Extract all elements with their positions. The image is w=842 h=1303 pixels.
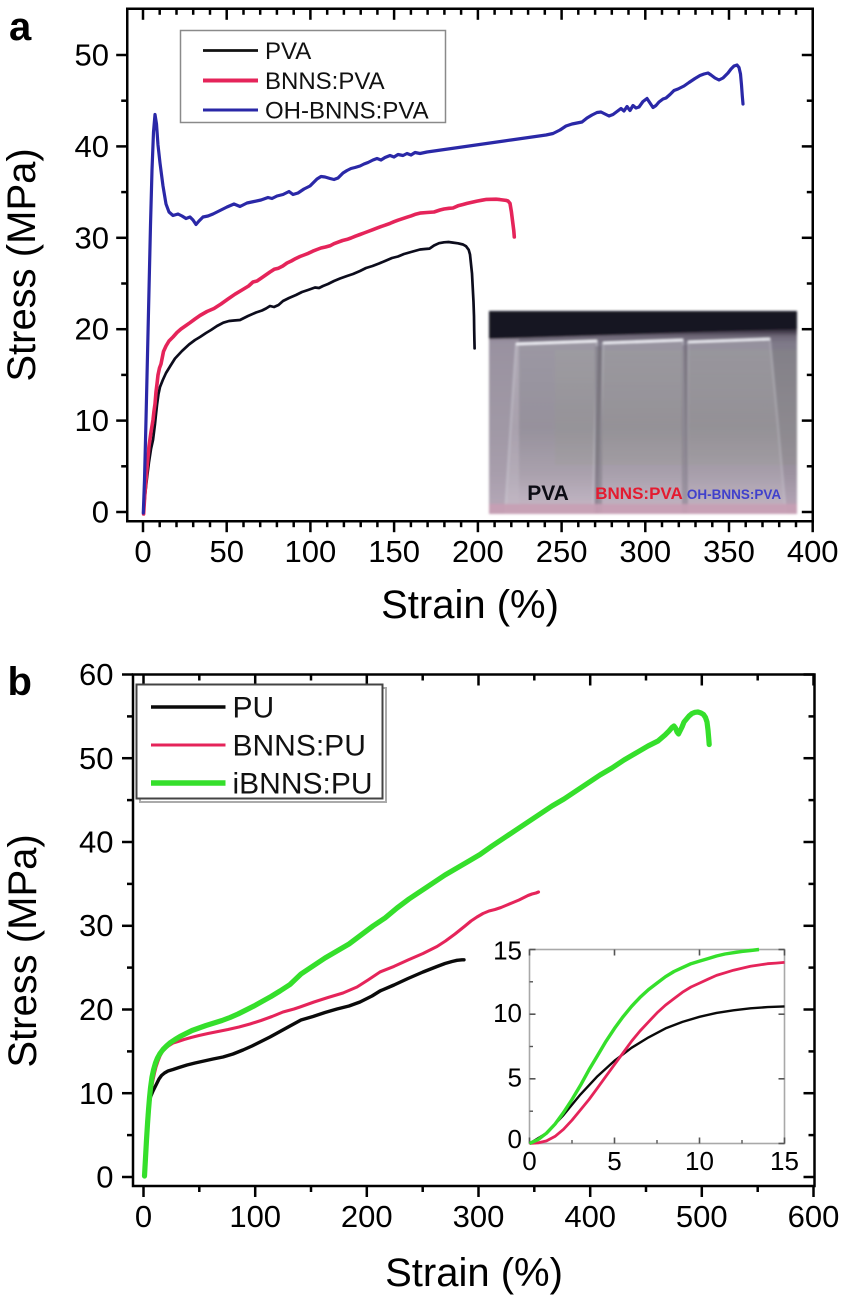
svg-text:PU: PU <box>233 692 275 725</box>
svg-text:300: 300 <box>453 1199 505 1234</box>
svg-text:0: 0 <box>92 495 109 530</box>
svg-text:200: 200 <box>452 534 504 569</box>
svg-text:PVA: PVA <box>265 38 311 65</box>
svg-text:300: 300 <box>619 534 671 569</box>
svg-text:20: 20 <box>75 312 109 347</box>
svg-text:a: a <box>9 5 32 49</box>
svg-text:0: 0 <box>508 1124 522 1154</box>
svg-text:10: 10 <box>685 1146 714 1176</box>
svg-text:400: 400 <box>787 534 839 569</box>
svg-text:Stress (MPa): Stress (MPa) <box>1 834 45 1067</box>
svg-text:OH-BNNS:PVA: OH-BNNS:PVA <box>687 487 782 502</box>
svg-text:50: 50 <box>75 38 109 73</box>
svg-text:Stress (MPa): Stress (MPa) <box>0 148 44 381</box>
svg-text:100: 100 <box>229 1199 281 1234</box>
svg-text:400: 400 <box>564 1199 616 1234</box>
svg-text:BNNS:PVA: BNNS:PVA <box>265 68 385 95</box>
svg-text:20: 20 <box>79 992 113 1027</box>
svg-text:Strain (%): Strain (%) <box>381 583 559 627</box>
svg-text:30: 30 <box>75 220 109 255</box>
svg-text:b: b <box>8 660 32 704</box>
svg-text:40: 40 <box>79 825 113 860</box>
svg-text:600: 600 <box>788 1199 840 1234</box>
svg-text:0: 0 <box>96 1160 113 1195</box>
svg-text:200: 200 <box>341 1199 393 1234</box>
svg-text:50: 50 <box>79 741 113 776</box>
svg-text:BNNS:PU: BNNS:PU <box>233 730 366 763</box>
svg-text:40: 40 <box>75 129 109 164</box>
svg-text:150: 150 <box>368 534 420 569</box>
svg-text:0: 0 <box>522 1146 536 1176</box>
svg-text:10: 10 <box>75 403 109 438</box>
svg-text:100: 100 <box>285 534 337 569</box>
svg-text:5: 5 <box>607 1146 621 1176</box>
svg-text:500: 500 <box>676 1199 728 1234</box>
svg-text:350: 350 <box>703 534 755 569</box>
svg-text:60: 60 <box>79 657 113 692</box>
svg-text:250: 250 <box>536 534 588 569</box>
svg-text:5: 5 <box>508 1063 522 1093</box>
svg-text:PVA: PVA <box>527 482 569 505</box>
svg-text:30: 30 <box>79 908 113 943</box>
svg-text:50: 50 <box>209 534 243 569</box>
svg-text:10: 10 <box>493 998 522 1028</box>
svg-text:15: 15 <box>493 936 522 966</box>
svg-text:0: 0 <box>135 1199 152 1234</box>
svg-text:Strain (%): Strain (%) <box>385 1251 563 1295</box>
svg-text:OH-BNNS:PVA: OH-BNNS:PVA <box>265 98 429 125</box>
svg-text:10: 10 <box>79 1076 113 1111</box>
svg-text:iBNNS:PU: iBNNS:PU <box>233 768 373 801</box>
svg-text:0: 0 <box>134 534 151 569</box>
svg-text:15: 15 <box>770 1146 799 1176</box>
svg-text:BNNS:PVA: BNNS:PVA <box>595 484 683 503</box>
